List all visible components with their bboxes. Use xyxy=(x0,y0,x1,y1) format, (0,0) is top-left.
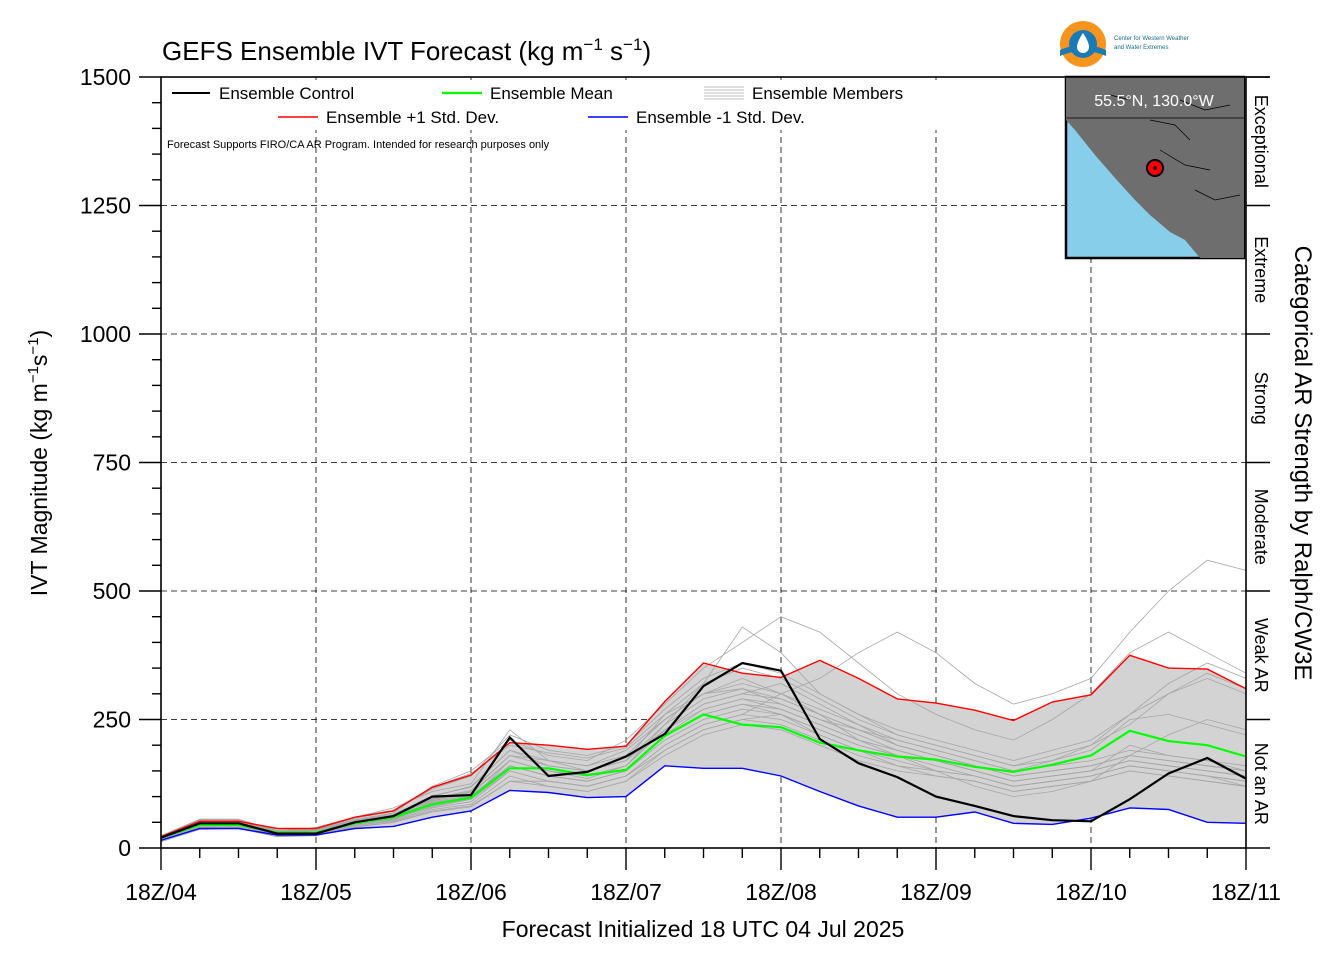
legend-control-label: Ensemble Control xyxy=(219,84,354,103)
category-label: Exceptional xyxy=(1251,95,1271,188)
x-tick-label: 18Z/07 xyxy=(590,879,662,905)
location-inset-map: 55.5°N, 130.0°W xyxy=(1064,75,1246,260)
y-tick-label: 1000 xyxy=(80,321,131,347)
cw3e-logo: Center for Western Weather and Water Ext… xyxy=(1060,21,1189,67)
legend-members-swatch xyxy=(704,86,744,100)
legend-mean-label: Ensemble Mean xyxy=(490,84,613,103)
y-axis-label: IVT Magnitude (kg m−1s−1) xyxy=(25,330,52,596)
y-tick-label: 1500 xyxy=(80,64,131,90)
y-tick-label: 750 xyxy=(93,450,131,476)
category-label: Strong xyxy=(1251,372,1271,425)
y-tick-label: 250 xyxy=(93,707,131,733)
axes: 0 250 500 750 1000 1250 1500 18Z/04 18Z/05 18Z/06… xyxy=(80,64,1281,905)
x-axis-label: Forecast Initialized 18 UTC 04 Jul 2025 xyxy=(502,916,905,942)
ensemble-member-line-18 xyxy=(160,683,1247,839)
inset-islands xyxy=(1088,132,1154,206)
ensemble-member-line-10 xyxy=(160,662,1247,838)
legend: Ensemble Control Ensemble Mean Ensemble … xyxy=(165,80,945,151)
ensemble-member-line-3 xyxy=(160,616,1247,838)
control-line xyxy=(160,661,1247,839)
x-tick-label: 18Z/06 xyxy=(435,879,507,905)
ensemble-member-line-17 xyxy=(160,719,1247,842)
inset-borders xyxy=(1109,94,1241,201)
x-tick-label: 18Z/04 xyxy=(125,879,197,905)
right-axis-label: Categorical AR Strength by Ralph/CW3E xyxy=(1289,246,1316,681)
x-tick-label: 18Z/10 xyxy=(1055,879,1127,905)
legend-members-label: Ensemble Members xyxy=(752,84,903,103)
legend-minus-std-label: Ensemble -1 Std. Dev. xyxy=(636,108,805,127)
category-label: Not an AR xyxy=(1251,743,1271,825)
legend-background xyxy=(165,80,945,130)
logo-line1: Center for Western Weather xyxy=(1114,36,1189,42)
logo-water-drop-icon xyxy=(1077,33,1089,53)
y-tick-label: 1250 xyxy=(80,193,131,219)
series-lines xyxy=(160,654,1247,841)
chart-title: GEFS Ensemble IVT Forecast (kg m−1 s−1) xyxy=(162,35,651,66)
x-tick-label: 18Z/05 xyxy=(280,879,352,905)
legend-plus-std-label: Ensemble +1 Std. Dev. xyxy=(326,108,499,127)
inset-location-label: 55.5°N, 130.0°W xyxy=(1094,93,1214,110)
y-tick-label: 0 xyxy=(118,835,131,861)
x-tick-label: 18Z/11 xyxy=(1211,879,1281,905)
category-label: Moderate xyxy=(1251,489,1271,565)
minus-std-line xyxy=(160,765,1247,841)
location-marker-center-icon xyxy=(1153,166,1157,170)
research-note: Forecast Supports FIRO/CA AR Program. In… xyxy=(167,139,550,151)
ensemble-member-line-14 xyxy=(160,713,1247,841)
category-label: Extreme xyxy=(1251,236,1271,303)
plus-std-line xyxy=(160,654,1247,838)
x-tick-label: 18Z/08 xyxy=(745,879,817,905)
y-tick-label: 500 xyxy=(93,578,131,604)
logo-line2: and Water Extremes xyxy=(1114,45,1168,51)
x-tick-label: 18Z/09 xyxy=(900,879,972,905)
category-label: Weak AR xyxy=(1251,618,1271,693)
spread-band xyxy=(161,655,1246,841)
